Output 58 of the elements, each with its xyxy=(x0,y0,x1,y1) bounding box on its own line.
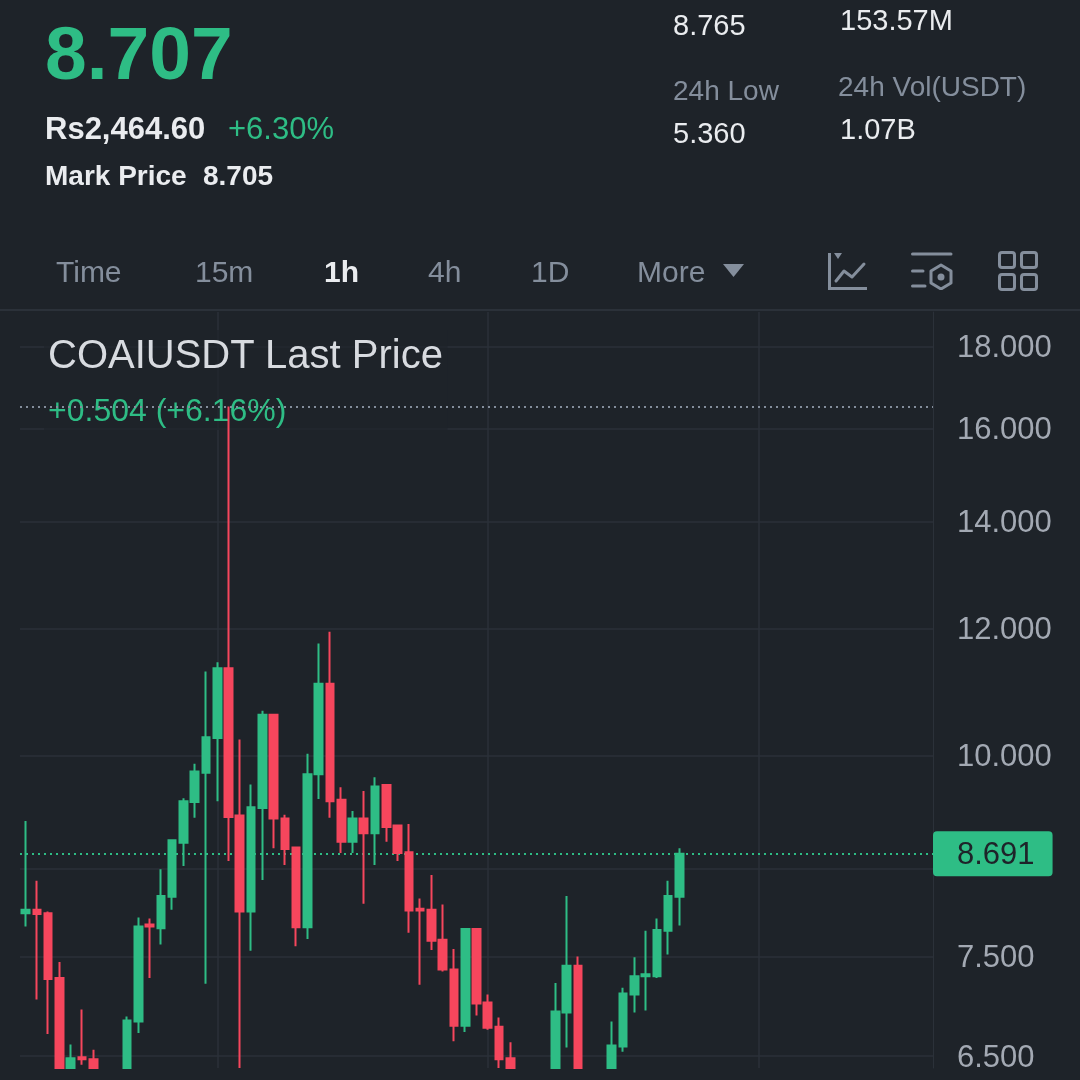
candlestick xyxy=(43,910,53,1035)
text: More xyxy=(637,254,706,288)
text: COAIUSDT Last Price xyxy=(48,332,443,376)
candlestick xyxy=(54,960,65,1069)
candlestick xyxy=(347,810,358,854)
candlestick xyxy=(325,630,335,819)
text: Mark Price xyxy=(45,159,187,191)
text: Time xyxy=(56,254,122,288)
candlestick xyxy=(156,868,166,946)
text: 8.765 xyxy=(673,9,746,42)
candlestick xyxy=(88,1048,99,1069)
candlestick xyxy=(268,713,279,850)
text: 8.705 xyxy=(203,159,274,191)
candlestick xyxy=(212,661,223,803)
text: 5.360 xyxy=(673,117,746,150)
candlestick xyxy=(122,1015,132,1069)
text: 24h Vol(USDT) xyxy=(838,70,1027,102)
candlestick xyxy=(246,783,256,952)
candlestick xyxy=(65,1043,76,1069)
candlestick xyxy=(652,917,662,980)
candlestick xyxy=(663,879,673,956)
text: 8.707 xyxy=(45,10,233,95)
y-tick-label: 18.000 xyxy=(957,328,1052,364)
candlestick xyxy=(280,813,290,867)
candlestick xyxy=(144,917,155,980)
text: 153.57M xyxy=(840,4,953,37)
text: 24h Low xyxy=(673,74,779,106)
y-tick-label: 10.000 xyxy=(957,738,1052,774)
text: 1D xyxy=(531,254,570,288)
candlestick xyxy=(449,948,459,1043)
candlestick xyxy=(336,786,347,854)
candlestick xyxy=(573,955,583,1069)
candlestick xyxy=(404,822,414,934)
text: 4h xyxy=(428,254,462,288)
text: Rs2,464.60 xyxy=(45,111,206,147)
candlestick xyxy=(618,986,628,1053)
text: 15m xyxy=(195,254,254,288)
text: +0.504 (+6.16%) xyxy=(48,392,287,428)
ref-line-label: 8.691 xyxy=(957,836,1035,872)
candlestick xyxy=(494,1016,504,1069)
candlestick xyxy=(606,1020,617,1069)
text: 1h xyxy=(324,254,360,288)
candlestick xyxy=(358,789,369,905)
candlestick xyxy=(133,916,144,1034)
text: +6.30% xyxy=(228,111,335,147)
candlestick xyxy=(32,879,42,1001)
y-tick-label: 16.000 xyxy=(957,410,1052,446)
candlestick xyxy=(505,1041,516,1069)
text: 1.07B xyxy=(840,113,916,146)
candlestick xyxy=(370,776,380,867)
candlestick xyxy=(460,927,471,1033)
y-tick-label: 12.000 xyxy=(957,611,1052,647)
y-tick-label: 14.000 xyxy=(957,503,1052,539)
candlestick xyxy=(415,897,425,986)
y-tick-label: 7.500 xyxy=(957,938,1035,974)
candlestick xyxy=(77,1008,87,1066)
y-tick-label: 6.500 xyxy=(957,1038,1035,1074)
candlestick xyxy=(291,846,301,948)
